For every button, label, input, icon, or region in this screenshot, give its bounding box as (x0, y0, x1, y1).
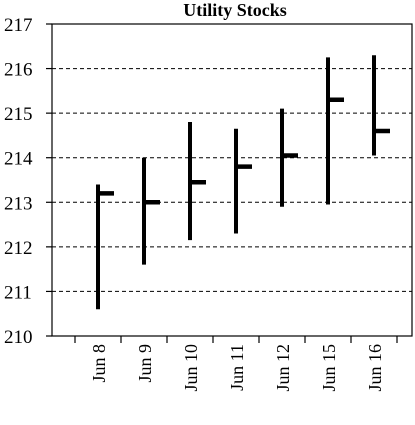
y-tick-label: 213 (4, 193, 33, 214)
y-tick-label: 212 (4, 238, 33, 259)
gridlines (52, 68, 412, 292)
y-tick-label: 217 (4, 15, 33, 36)
ohlc-bar (372, 55, 390, 156)
chart-title: Utility Stocks (183, 0, 287, 20)
ohlc-bar (326, 57, 344, 205)
x-tick-label: Jun 8 (89, 344, 109, 383)
ohlc-bar (96, 184, 114, 310)
ohlc-bar (280, 108, 298, 207)
plot-frame (51, 23, 413, 337)
y-tick-label: 214 (4, 149, 33, 170)
x-tick-label: Jun 16 (365, 344, 385, 392)
ohlc-bar (234, 128, 252, 234)
y-tick-label: 210 (4, 327, 33, 348)
x-tick-label: Jun 10 (181, 344, 201, 392)
ohlc-bar (142, 157, 160, 265)
ohlc-bars (96, 55, 390, 310)
y-tick-label: 216 (4, 60, 33, 81)
y-axis-ticks: 210 211 212 213 214 215 216 217 (4, 15, 52, 348)
x-axis-ticks: Jun 8 Jun 9 Jun 10 Jun 11 Jun 12 Jun 15 Jun 16 (74, 336, 398, 392)
x-tick-label: Jun 9 (135, 344, 155, 383)
x-tick-label: Jun 15 (319, 344, 339, 392)
x-tick-label: Jun 12 (273, 344, 293, 392)
x-tick-label: Jun 11 (227, 344, 247, 391)
y-tick-label: 215 (4, 104, 33, 125)
y-tick-label: 211 (4, 282, 32, 303)
axes (51, 23, 413, 337)
ohlc-bar (188, 122, 206, 241)
